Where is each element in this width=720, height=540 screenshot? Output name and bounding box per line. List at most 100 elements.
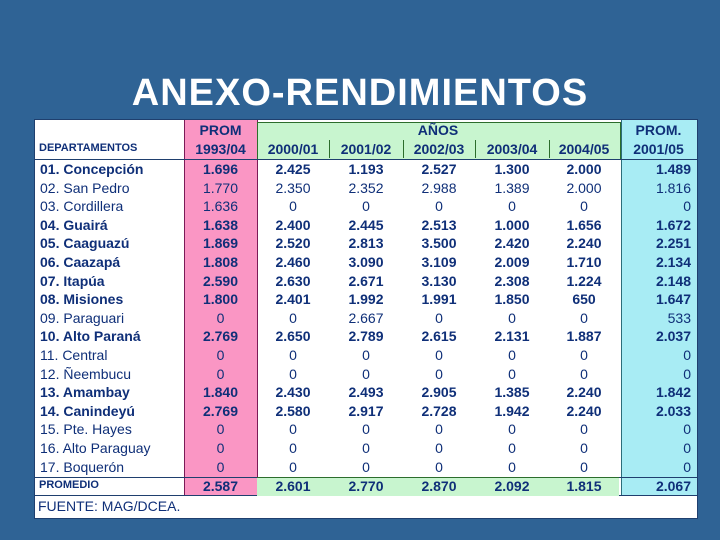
table-cell: 0	[289, 440, 297, 456]
department-name: 17. Boquerón	[40, 458, 125, 475]
table-cell: 2.769	[202, 328, 239, 345]
table-cell: 0	[362, 347, 370, 363]
table-cell: 0	[216, 440, 225, 456]
table-cell: 533	[667, 309, 691, 326]
prom2-column-band	[621, 120, 697, 496]
table-cell: 1.489	[655, 161, 691, 177]
department-name: 14. Canindeyú	[40, 402, 135, 419]
table-row: 03. Cordillera 1.636 0 0 0 0 0 0	[35, 197, 697, 216]
table-cell: 2.587	[202, 478, 239, 494]
table-cell: 1.647	[655, 291, 691, 308]
table-cell: 0	[508, 198, 516, 215]
table-cell: 2.251	[655, 235, 691, 252]
table-cell: 2.000	[566, 161, 602, 177]
years-header: AÑOS	[417, 122, 459, 138]
table-cell: 0	[216, 421, 225, 438]
table-row: 05. Caaguazú 1.869 2.520 2.813 3.500 2.420 2.2…	[35, 234, 697, 253]
table-cell: 0	[683, 365, 691, 382]
table-row: 02. San Pedro 1.770 2.350 2.352 2.988 1.389 2.…	[35, 179, 697, 198]
table-row: 06. Caazapá 1.808 2.460 3.090 3.109 2.009 1.71…	[35, 253, 697, 272]
table-cell: 0	[580, 440, 588, 456]
table-cell: 2.401	[275, 291, 311, 308]
department-name: 04. Guairá	[40, 216, 108, 233]
departments-header: DEPARTAMENTOS	[39, 142, 138, 154]
table-cell: 2.240	[566, 384, 602, 401]
table-cell: 0	[683, 198, 691, 215]
table-cell: 0	[580, 198, 588, 215]
table-cell: 2.352	[348, 179, 384, 196]
table-cell: 0	[362, 458, 370, 475]
table-cell: 0	[289, 458, 297, 475]
prom2-header: PROM.	[635, 122, 682, 138]
table-cell: 1.869	[202, 235, 239, 252]
prom-column-band	[184, 120, 258, 496]
year-header: 2000/01	[267, 141, 319, 157]
prom2-period-header: 2001/05	[633, 141, 684, 157]
table-cell: 0	[216, 365, 225, 382]
table-cell: 2.905	[421, 384, 457, 401]
table-cell: 2.430	[275, 384, 311, 401]
table-cell: 0	[289, 365, 297, 382]
table-row: 13. Amambay 1.840 2.430 2.493 2.905 1.385 2.24…	[35, 383, 697, 402]
table-cell: 2.033	[655, 402, 691, 419]
table-cell: 0	[216, 458, 225, 475]
table-cell: 1.991	[421, 291, 457, 308]
table-cell: 0	[362, 365, 370, 382]
table-cell: 3.500	[421, 235, 457, 252]
table-cell: 0	[683, 347, 691, 363]
table-cell: 1.992	[348, 291, 384, 308]
table-cell: 0	[580, 309, 588, 326]
department-name: 09. Paraguari	[40, 309, 125, 326]
table-cell: 2.067	[655, 478, 691, 494]
table-cell: 0	[508, 421, 516, 438]
average-years-band	[257, 477, 619, 496]
department-name: 11. Central	[40, 347, 108, 363]
table-cell: 2.460	[275, 254, 311, 270]
department-name: 08. Misiones	[40, 291, 124, 308]
table-cell: 3.090	[348, 254, 384, 270]
table-cell: 2.671	[348, 272, 384, 289]
table-cell: 1.770	[202, 179, 239, 196]
table-cell: 0	[508, 458, 516, 475]
table-row: 12. Ñeembucu 0 0 0 0 0 0 0	[35, 365, 697, 384]
table-row: 17. Boquerón 0 0 0 0 0 0 0	[35, 458, 697, 477]
department-name: 16. Alto Paraguay	[40, 440, 151, 456]
year-divider	[549, 140, 550, 158]
table-cell: 2.092	[494, 478, 530, 494]
table-cell: 1.224	[566, 272, 602, 289]
year-header: 2003/04	[486, 141, 538, 157]
table-cell: 0	[216, 309, 225, 326]
table-cell: 1.942	[494, 402, 530, 419]
table-row: 11. Central 0 0 0 0 0 0 0	[35, 346, 697, 365]
department-name: 13. Amambay	[40, 384, 130, 401]
table-cell: 2.789	[348, 328, 384, 345]
table-row: 08. Misiones 1.800 2.401 1.992 1.991 1.850 650…	[35, 290, 697, 309]
table-cell: 0	[435, 347, 443, 363]
table-cell: 1.816	[655, 179, 691, 196]
department-name: 02. San Pedro	[40, 179, 130, 196]
table-cell: 2.728	[421, 402, 457, 419]
table-cell: 1.193	[348, 161, 384, 177]
table-cell: 2.527	[421, 161, 457, 177]
table-cell: 0	[683, 458, 691, 475]
department-name: 06. Caazapá	[40, 254, 121, 270]
table-cell: 0	[683, 421, 691, 438]
department-name: 01. Concepción	[40, 161, 144, 177]
average-row: PROMEDIO 2.587 2.601 2.770 2.870 2.092 1…	[35, 477, 697, 496]
prom-period-header: 1993/04	[195, 141, 246, 157]
table-cell: 2.813	[348, 235, 384, 252]
table-cell: 2.520	[275, 235, 311, 252]
table-cell: 1.000	[494, 216, 530, 233]
table-cell: 0	[508, 347, 516, 363]
table-cell: 0	[508, 440, 516, 456]
table-cell: 3.109	[421, 254, 457, 270]
average-label: PROMEDIO	[39, 479, 99, 491]
year-divider	[475, 140, 476, 158]
department-name: 10. Alto Paraná	[40, 328, 141, 345]
table-cell: 1.696	[202, 161, 239, 177]
table-cell: 2.350	[275, 179, 311, 196]
table-cell: 0	[580, 347, 588, 363]
table-cell: 0	[580, 421, 588, 438]
table-cell: 2.445	[348, 216, 384, 233]
table-cell: 2.493	[348, 384, 384, 401]
